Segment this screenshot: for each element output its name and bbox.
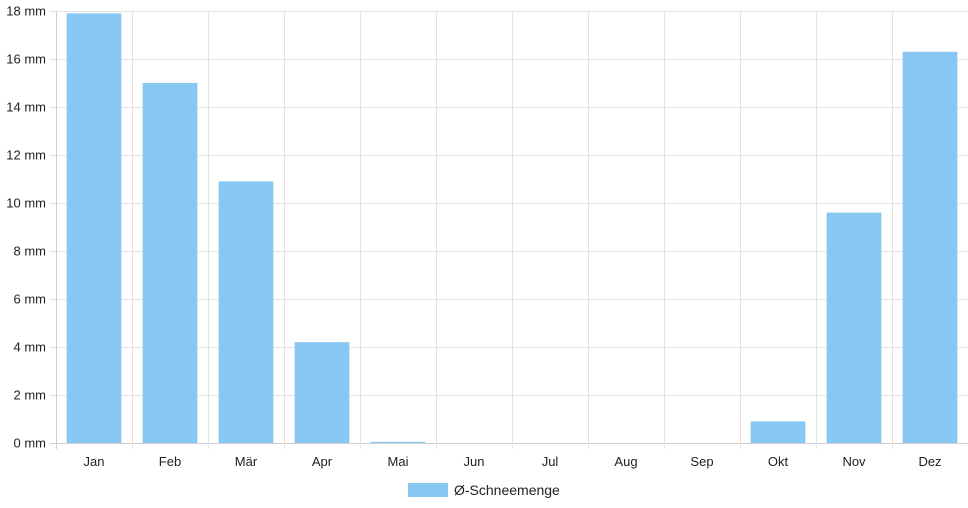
x-tick-label: Jul [542, 454, 559, 469]
bar-dez [902, 51, 958, 444]
x-tick-label: Feb [159, 454, 181, 469]
bar-feb [142, 83, 198, 443]
x-tick-label: Mär [235, 454, 258, 469]
y-tick-label: 10 mm [6, 196, 46, 211]
y-tick-label: 6 mm [14, 292, 47, 307]
x-tick-label: Okt [768, 454, 789, 469]
axes: 0 mm 2 mm 4 mm 6 mm 8 mm 10 mm 12 mm 14 mm 16 mm… [6, 4, 941, 470]
y-tick-label: 18 mm [6, 4, 46, 19]
x-tick-label: Aug [614, 454, 637, 469]
x-tick-label: Dez [918, 454, 941, 469]
x-tick-label: Mai [388, 454, 409, 469]
bar-okt [750, 421, 806, 443]
x-tick-label: Nov [842, 454, 866, 469]
legend-label: Ø-Schneemenge [454, 482, 560, 498]
legend: Ø-Schneemenge [408, 482, 560, 498]
x-tick-label: Apr [312, 454, 333, 469]
bars [66, 13, 958, 444]
legend-swatch [408, 483, 448, 497]
x-tick-label: Sep [690, 454, 713, 469]
y-tick-label: 8 mm [14, 244, 47, 259]
grid [50, 11, 968, 449]
y-tick-label: 16 mm [6, 52, 46, 67]
x-tick-label: Jun [464, 454, 485, 469]
bar-nov [826, 212, 882, 443]
x-tick-label: Jan [84, 454, 105, 469]
y-tick-label: 14 mm [6, 100, 46, 115]
bar-apr [294, 342, 350, 443]
y-tick-label: 12 mm [6, 148, 46, 163]
bar-mai [370, 441, 426, 443]
y-tick-label: 0 mm [14, 436, 47, 451]
bar-mär [218, 181, 274, 443]
y-tick-label: 2 mm [14, 388, 47, 403]
y-tick-label: 4 mm [14, 340, 47, 355]
bar-jan [66, 13, 122, 444]
